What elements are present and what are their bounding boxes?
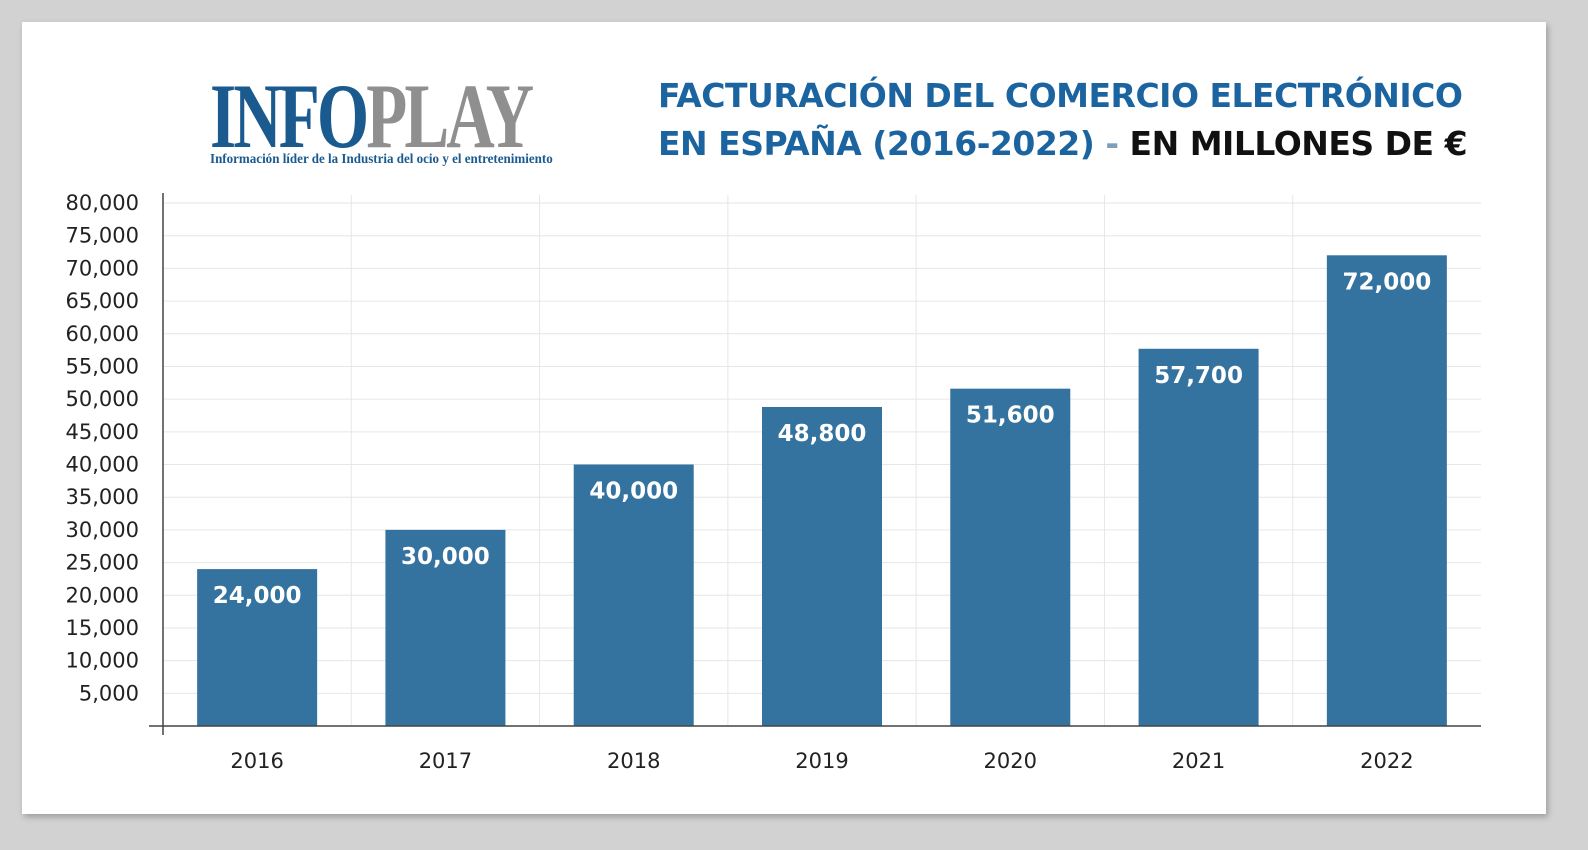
bar-2021: [1138, 348, 1259, 726]
y-tick-label: 5,000: [79, 681, 139, 705]
y-tick-label: 55,000: [66, 354, 139, 378]
logo-word-info: INFO: [210, 65, 369, 167]
title-line-1: FACTURACIÓN DEL COMERCIO ELECTRÓNICO: [658, 76, 1463, 115]
bar-2018: [573, 464, 694, 726]
y-tick-label: 15,000: [66, 616, 139, 640]
bars: [197, 255, 1447, 727]
logo-word-play: PLAY: [366, 65, 534, 167]
title-years: EN ESPAÑA (2016-2022): [658, 124, 1095, 163]
bar-value-label: 51,600: [966, 403, 1055, 429]
y-tick-label: 80,000: [66, 191, 139, 215]
x-tick-label: 2016: [230, 749, 283, 773]
y-tick-label: 70,000: [66, 256, 139, 280]
y-tick-label: 40,000: [66, 453, 139, 477]
y-tick-label: 60,000: [66, 322, 139, 346]
y-tick-label: 50,000: [66, 387, 139, 411]
bar-value-label: 48,800: [778, 421, 867, 447]
y-tick-label: 75,000: [66, 224, 139, 248]
chart-card: INFOPLAY Información líder de la Industr…: [22, 22, 1546, 814]
title-unit: EN MILLONES DE €: [1129, 124, 1468, 163]
axis-labels: 5,000 10,000 15,000 20,000 25,000 30,000 35,00…: [66, 191, 1432, 773]
y-tick-label: 35,000: [66, 485, 139, 509]
y-tick-label: 25,000: [66, 551, 139, 575]
infoplay-logo: INFOPLAY Información líder de la Industr…: [210, 66, 610, 178]
title-dash: -: [1094, 124, 1130, 163]
bar-value-label: 57,700: [1154, 363, 1243, 389]
x-tick-label: 2019: [795, 749, 848, 773]
bar-2019: [762, 406, 882, 726]
bar-2022: [1326, 255, 1447, 727]
bar-value-label: 24,000: [213, 583, 302, 609]
x-tick-label: 2021: [1172, 749, 1225, 773]
logo-wordmark: INFOPLAY: [210, 65, 534, 167]
y-tick-label: 30,000: [66, 518, 139, 542]
bar-2017: [385, 529, 506, 726]
bar-2016: [197, 569, 318, 726]
bar-2020: [950, 388, 1071, 726]
y-tick-label: 10,000: [66, 649, 139, 673]
y-tick-label: 65,000: [66, 289, 139, 313]
axes: [149, 193, 1481, 735]
y-tick-label: 20,000: [66, 583, 139, 607]
x-tick-label: 2022: [1360, 749, 1413, 773]
bar-chart: 5,000 10,000 15,000 20,000 25,000 30,000 35,00…: [66, 191, 1481, 773]
y-tick-label: 45,000: [66, 420, 139, 444]
bar-value-label: 40,000: [589, 479, 678, 505]
x-tick-label: 2017: [419, 749, 472, 773]
title-line-2: EN ESPAÑA (2016-2022) - EN MILLONES DE €: [658, 120, 1518, 168]
x-tick-label: 2018: [607, 749, 660, 773]
bar-value-label: 72,000: [1342, 269, 1431, 295]
chart-title: FACTURACIÓN DEL COMERCIO ELECTRÓNICO EN …: [658, 72, 1518, 168]
bar-value-label: 30,000: [401, 544, 490, 570]
logo-tagline: Información líder de la Industria del oc…: [210, 152, 553, 167]
x-tick-label: 2020: [984, 749, 1037, 773]
